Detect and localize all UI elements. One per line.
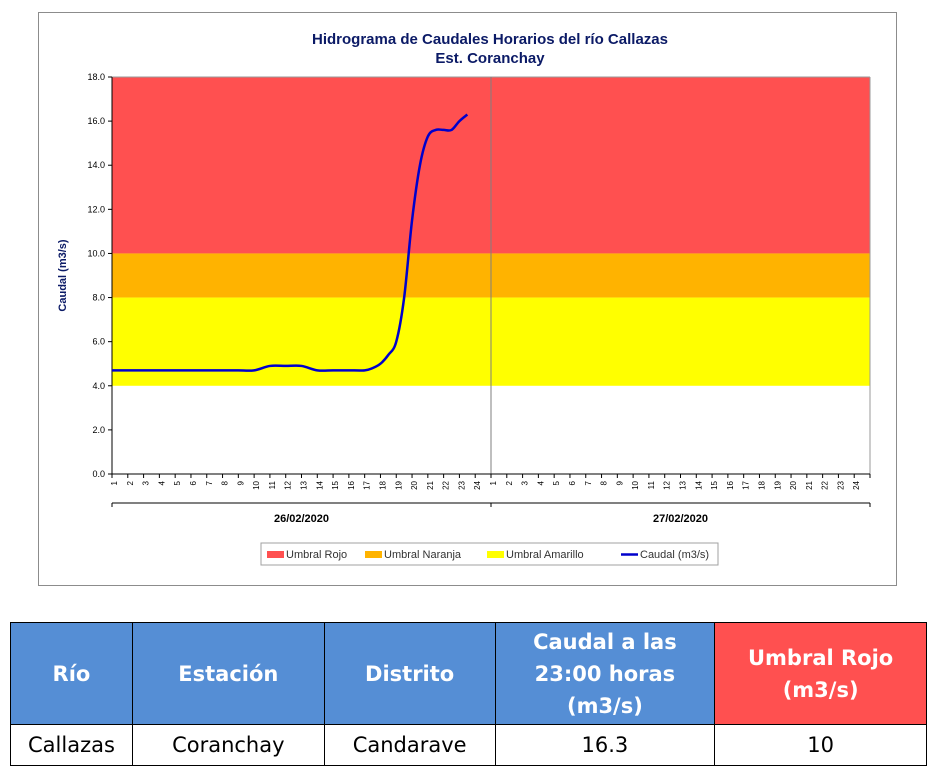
y-tick-label: 18.0 [87, 72, 105, 82]
hydrograph-chart: 0.0 2.0 4.0 6.0 8.0 10.0 12.0 14.0 16.0 18.0 Cauda… [57, 31, 871, 566]
x-tick-label: 6 [189, 480, 198, 485]
x-tick-label: 21 [426, 480, 435, 489]
x-tick-label: 2 [126, 480, 135, 485]
series-line-caudal [112, 113, 469, 372]
legend-label: Caudal (m3/s) [640, 549, 709, 561]
x-tick-label: 14 [694, 480, 703, 489]
y-tick-label: 0.0 [92, 469, 105, 479]
x-tick-label: 17 [742, 480, 751, 489]
x-tick-label: 12 [663, 480, 672, 489]
x-tick-label: 16 [726, 480, 735, 489]
x-tick-label: 10 [252, 480, 261, 489]
x-tick-label: 18 [378, 480, 387, 489]
x-tick-label: 7 [205, 480, 214, 485]
x-tick-label: 23 [836, 480, 845, 489]
legend-label: Umbral Rojo [286, 549, 347, 561]
x-tick-label: 1 [110, 480, 119, 485]
x-tick-label: 13 [300, 480, 309, 489]
y-axis-label: Caudal (m3/s) [57, 239, 69, 311]
y-tick-label: 14.0 [87, 160, 105, 170]
legend-swatch [267, 551, 284, 558]
x-tick-label: 1 [489, 480, 498, 485]
x-tick-label: 4 [157, 480, 166, 485]
x-tick-label: 19 [773, 480, 782, 489]
x-tick-label: 4 [536, 480, 545, 485]
x-tick-label: 5 [552, 480, 561, 485]
cell-umbral-rojo: 10 [714, 724, 927, 766]
legend-label: Umbral Naranja [384, 549, 462, 561]
x-tick-label: 21 [805, 480, 814, 489]
x-tick-label: 13 [679, 480, 688, 489]
cell-caudal: 16.3 [494, 724, 716, 766]
y-tick-label: 6.0 [92, 337, 105, 347]
x-tick-label: 22 [442, 480, 451, 489]
x-tick-label: 20 [410, 480, 419, 489]
x-tick-label: 10 [631, 480, 640, 489]
x-tick-label: 11 [268, 480, 277, 489]
x-tick-label: 20 [789, 480, 798, 489]
x-tick-label: 12 [284, 480, 293, 489]
chart-title: Hidrograma de Caudales Horarios del río … [312, 31, 668, 48]
x-tick-label: 15 [331, 480, 340, 489]
header-rio: Río [10, 622, 133, 725]
header-umbral-rojo: Umbral Rojo (m3/s) [714, 622, 927, 725]
x-tick-label: 19 [394, 480, 403, 489]
table-header-row: Río Estación Distrito Caudal a las 23:00… [10, 622, 927, 725]
x-tick-label: 17 [363, 480, 372, 489]
x-tick-label: 16 [347, 480, 356, 489]
x-tick-label: 3 [521, 480, 530, 485]
y-tick-label: 4.0 [92, 381, 105, 391]
y-tick-label: 12.0 [87, 204, 105, 214]
date-label: 26/02/2020 [274, 513, 329, 525]
y-tick-label: 8.0 [92, 293, 105, 303]
legend-label: Umbral Amarillo [506, 549, 584, 561]
x-tick-label: 2 [505, 480, 514, 485]
x-tick-label: 11 [647, 480, 656, 489]
x-tick-label: 23 [457, 480, 466, 489]
y-tick-label: 2.0 [92, 425, 105, 435]
header-caudal: Caudal a las 23:00 horas (m3/s) [494, 622, 716, 725]
x-tick-label: 18 [757, 480, 766, 489]
x-tick-label: 15 [710, 480, 719, 489]
x-tick-label: 9 [236, 480, 245, 485]
chart-subtitle: Est. Coranchay [435, 50, 545, 67]
x-tick-label: 5 [173, 480, 182, 485]
table-row: Callazas Coranchay Candarave 16.3 10 [10, 724, 927, 766]
chart-frame: 0.0 2.0 4.0 6.0 8.0 10.0 12.0 14.0 16.0 18.0 Cauda… [38, 12, 897, 586]
x-tick-label: 22 [821, 480, 830, 489]
x-tick-label: 6 [568, 480, 577, 485]
x-tick-label: 7 [584, 480, 593, 485]
x-tick-label: 8 [600, 480, 609, 485]
cell-rio: Callazas [10, 724, 133, 766]
x-tick-label: 8 [221, 480, 230, 485]
x-tick-label: 24 [852, 480, 861, 489]
x-tick-label: 14 [315, 480, 324, 489]
x-tick-label: 9 [615, 480, 624, 485]
header-estacion: Estación [131, 622, 325, 725]
header-distrito: Distrito [323, 622, 496, 725]
date-label: 27/02/2020 [653, 513, 708, 525]
y-tick-label: 16.0 [87, 116, 105, 126]
x-tick-label: 24 [473, 480, 482, 489]
legend-swatch [365, 551, 382, 558]
y-tick-label: 10.0 [87, 248, 105, 258]
info-table: Río Estación Distrito Caudal a las 23:00… [10, 622, 927, 766]
x-tick-label: 3 [142, 480, 151, 485]
cell-estacion: Coranchay [131, 724, 325, 766]
cell-distrito: Candarave [323, 724, 496, 766]
legend-swatch [487, 551, 504, 558]
